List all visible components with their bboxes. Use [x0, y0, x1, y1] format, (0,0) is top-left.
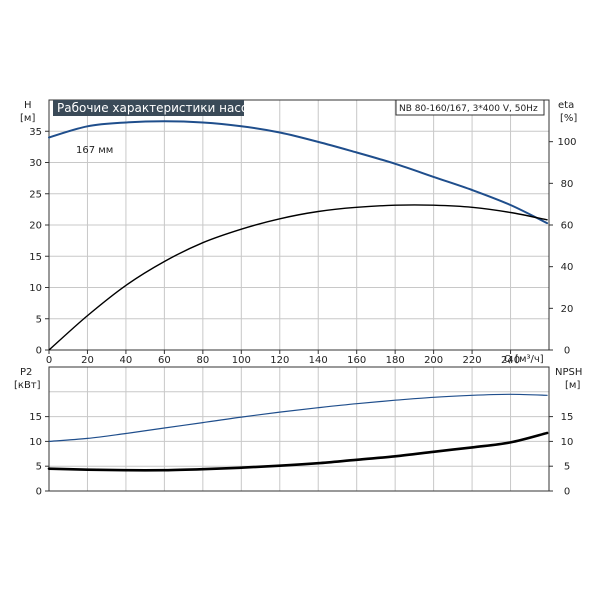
bottom-series-group	[47, 393, 549, 472]
y-right-tick-label: 40	[561, 262, 574, 273]
bottom-plot-frame	[48, 366, 550, 492]
curve-label-167: 167 мм	[76, 145, 113, 156]
p2-unit: [кВт]	[14, 380, 41, 391]
power-p2-curve-line	[48, 393, 548, 442]
y-left-tick-label: 30	[29, 158, 42, 169]
x-tick-label: 120	[270, 355, 289, 366]
top-ticks-group: 0 5 10 15 20 25 30 35 0 20 40 60 80 100 0 20 40 60 80 100 12…	[29, 127, 576, 366]
y-left-tick-label: 15	[29, 252, 42, 263]
top-grid	[49, 100, 549, 350]
y-left-tick-label: 20	[29, 221, 42, 232]
y-left-tick-label: 5	[36, 314, 42, 325]
pump-info: NB 80-160/167, 3*400 V, 50Hz	[399, 104, 538, 114]
y-left-tick-label: 0	[36, 346, 42, 357]
x-tick-label: 100	[232, 355, 251, 366]
y-right-tick-label: 80	[561, 179, 574, 190]
y-right-tick-label: 5	[564, 462, 570, 473]
y-left-tick-label: 35	[29, 127, 42, 138]
y-right-tick-label: 10	[561, 437, 574, 448]
bottom-grid	[49, 367, 549, 491]
y-left-tick-label: 15	[29, 412, 42, 423]
p2-label: P2	[20, 367, 32, 378]
x-tick-label: 20	[81, 355, 94, 366]
npsh-curve-line	[47, 431, 549, 472]
y-right-tick-label: 0	[564, 346, 570, 357]
chart-title: Рабочие характеристики насоса	[57, 101, 262, 115]
y-right-tick-label: 0	[564, 487, 570, 498]
x-axis-label: Q [м³/ч]	[504, 354, 544, 365]
y-left-tick-label: 10	[29, 437, 42, 448]
x-tick-label: 200	[424, 355, 443, 366]
y-left-tick-label: 25	[29, 189, 42, 200]
x-tick-label: 220	[463, 355, 482, 366]
top-series-group	[48, 120, 549, 351]
npsh-unit: [м]	[565, 380, 580, 391]
bottom-panel: 0 5 10 15 0 5 10 15 P2 [кВт] NPSH [м]	[14, 366, 582, 498]
y-right-unit: [%]	[560, 113, 577, 124]
head-curve-line	[48, 120, 549, 225]
y-right-tick-label: 60	[561, 221, 574, 232]
y-right-tick-label: 100	[557, 137, 576, 148]
pump-info-box	[395, 99, 545, 116]
x-tick-label: 60	[158, 355, 171, 366]
y-left-tick-label: 5	[36, 462, 42, 473]
efficiency-curve-line	[48, 204, 548, 351]
npsh-label: NPSH	[555, 367, 582, 378]
bottom-ticks-group: 0 5 10 15 0 5 10 15	[29, 412, 573, 497]
y-left-tick-label: 0	[36, 487, 42, 498]
x-tick-label: 240	[501, 355, 520, 366]
y-right-tick-label: 20	[561, 304, 574, 315]
x-tick-label: 80	[196, 355, 209, 366]
y-right-tick-label: 15	[561, 412, 574, 423]
x-tick-label: 140	[309, 355, 328, 366]
y-left-unit: [м]	[20, 113, 35, 124]
y-left-label: H	[24, 100, 32, 111]
x-tick-label: 160	[347, 355, 366, 366]
y-left-tick-label: 10	[29, 283, 42, 294]
y-right-label: eta	[558, 100, 574, 111]
x-tick-label: 0	[46, 355, 52, 366]
x-tick-label: 40	[120, 355, 133, 366]
chart-title-box	[53, 100, 244, 116]
top-panel: 0 5 10 15 20 25 30 35 0 20 40 60 80 100 0 20 40 60 80 100 12…	[20, 99, 577, 366]
x-tick-label: 180	[386, 355, 405, 366]
